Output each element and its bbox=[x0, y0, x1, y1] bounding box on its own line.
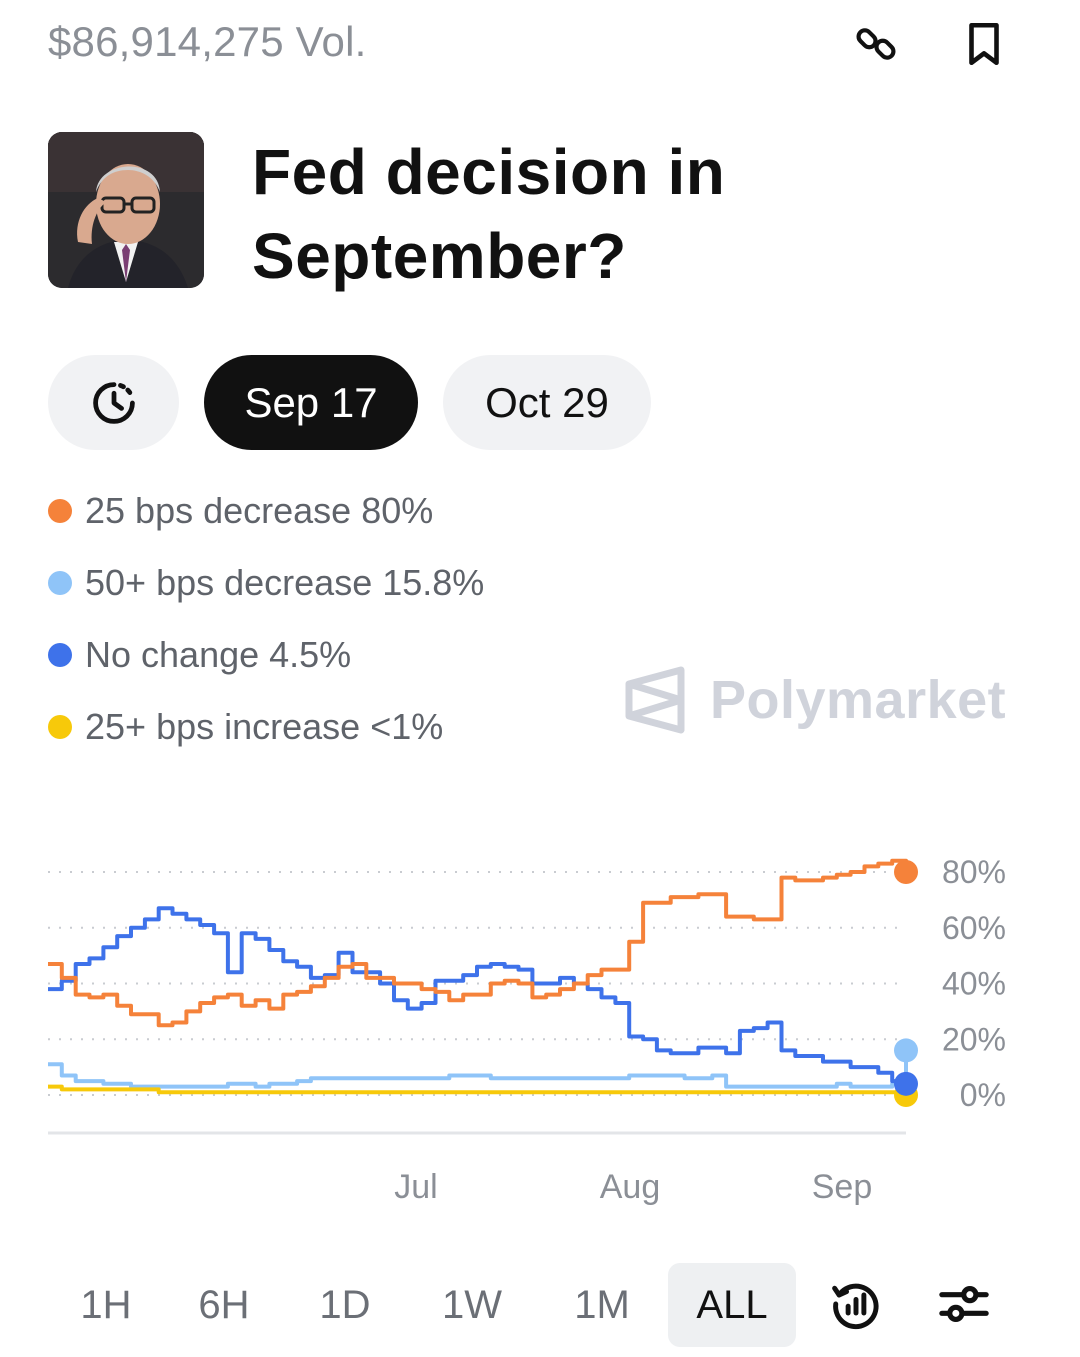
clock-history-icon bbox=[92, 381, 135, 424]
legend-label: 50+ bps decrease 15.8% bbox=[85, 562, 485, 603]
range-1m[interactable]: 1M bbox=[574, 1282, 630, 1327]
watermark-text: Polymarket bbox=[710, 670, 1007, 730]
y-tick-label: 20% bbox=[942, 1021, 1006, 1057]
sliders-icon[interactable] bbox=[932, 1272, 996, 1336]
market-title: Fed decision in September? bbox=[252, 136, 726, 292]
polymarket-logo-icon bbox=[625, 666, 685, 734]
bookmark-icon[interactable] bbox=[954, 14, 1014, 74]
y-tick-label: 40% bbox=[942, 966, 1006, 1002]
market-avatar bbox=[48, 132, 204, 288]
legend-item-no-change: No change 4.5% bbox=[48, 634, 351, 676]
volume-text: $86,914,275 Vol. bbox=[48, 18, 367, 65]
range-6h[interactable]: 6H bbox=[198, 1282, 250, 1327]
range-1d[interactable]: 1D bbox=[319, 1282, 371, 1327]
tab-sep-17[interactable]: Sep 17 bbox=[204, 355, 418, 450]
polymarket-watermark: Polymarket bbox=[624, 664, 1006, 736]
range-all[interactable]: ALL bbox=[668, 1263, 796, 1347]
y-tick-label: 80% bbox=[942, 854, 1006, 890]
legend-item-25bps-increase: 25+ bps increase <1% bbox=[48, 706, 443, 748]
legend-label: 25+ bps increase <1% bbox=[85, 706, 444, 747]
series-end-dot bbox=[894, 1071, 918, 1096]
legend-dot bbox=[48, 643, 72, 667]
series-line-25-bps-decrease bbox=[48, 858, 908, 1028]
price-history-chart[interactable]: 80% 60% 40% 20% 0% Jul Aug Sep bbox=[0, 840, 1080, 1220]
range-1w[interactable]: 1W bbox=[442, 1282, 502, 1327]
range-1h[interactable]: 1H bbox=[80, 1282, 132, 1327]
legend-label: 25 bps decrease 80% bbox=[85, 490, 434, 531]
series-line-no-change bbox=[48, 906, 908, 1084]
legend-item-25bps-decrease: 25 bps decrease 80% bbox=[48, 490, 433, 532]
y-tick-label: 0% bbox=[960, 1077, 1006, 1113]
legend-item-50bps-decrease: 50+ bps decrease 15.8% bbox=[48, 562, 484, 604]
x-tick-label: Jul bbox=[394, 1168, 437, 1206]
legend-label: No change 4.5% bbox=[85, 634, 352, 675]
series-end-dot bbox=[894, 860, 918, 884]
chart-history-icon[interactable] bbox=[824, 1272, 888, 1336]
tab-oct-29[interactable]: Oct 29 bbox=[443, 355, 651, 450]
legend-dot bbox=[48, 499, 72, 523]
series-line-25-bps-increase bbox=[48, 1084, 908, 1095]
x-tick-label: Sep bbox=[812, 1168, 873, 1206]
history-button[interactable] bbox=[48, 355, 179, 450]
series-end-dot bbox=[894, 1038, 918, 1063]
legend-dot bbox=[48, 571, 72, 595]
x-tick-label: Aug bbox=[600, 1168, 661, 1206]
link-icon[interactable] bbox=[846, 14, 906, 74]
legend-dot bbox=[48, 715, 72, 739]
y-tick-label: 60% bbox=[942, 910, 1006, 946]
series-line-50-bps-decrease bbox=[48, 1050, 908, 1089]
